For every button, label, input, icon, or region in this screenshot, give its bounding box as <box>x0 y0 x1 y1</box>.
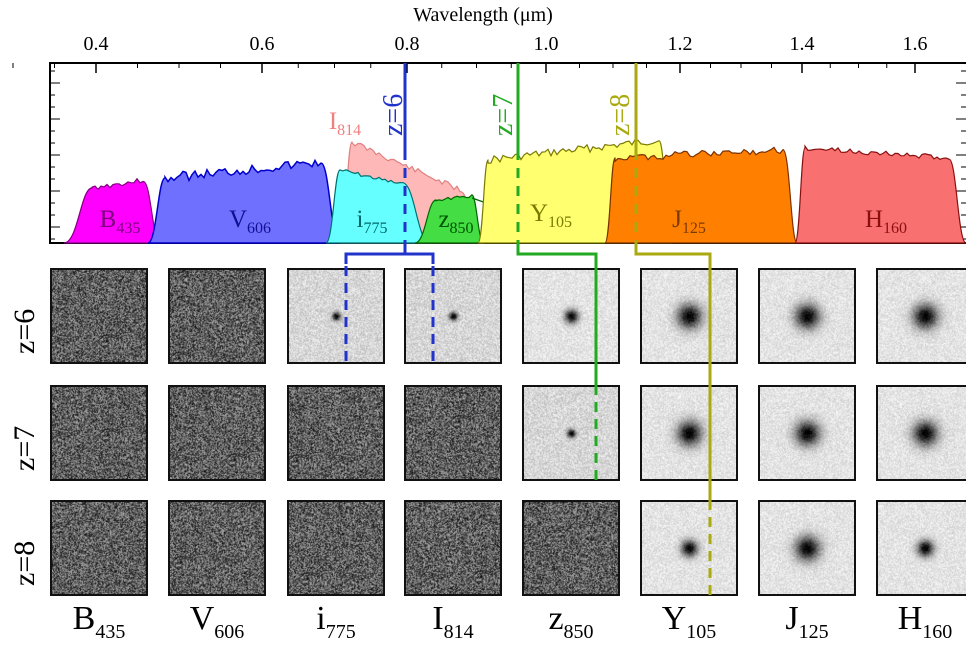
image-stamp <box>168 500 266 596</box>
band-label-V606: V606 <box>228 206 272 237</box>
image-stamp <box>758 500 856 596</box>
stamp-image <box>642 502 736 594</box>
stamp-image <box>878 387 966 479</box>
column-label-z850: z850 <box>548 600 594 643</box>
stamp-image <box>52 270 146 362</box>
tick-label: 0.6 <box>249 33 275 55</box>
stamp-image <box>406 387 500 479</box>
stamp-image <box>760 502 854 594</box>
band-label-Y105: Y105 <box>529 200 573 231</box>
row-label: z=6 <box>8 308 41 354</box>
row-label: z=7 <box>8 425 41 471</box>
band-label-B435: B435 <box>99 206 141 237</box>
tick-label: 1.6 <box>902 33 928 55</box>
image-stamp <box>50 268 148 364</box>
image-stamp <box>876 500 966 596</box>
column-label-Y105: Y105 <box>661 600 717 643</box>
stamp-image <box>289 387 383 479</box>
image-stamp <box>876 385 966 481</box>
stamp-image <box>642 387 736 479</box>
band-label-z850: z850 <box>438 206 474 237</box>
stamp-image <box>406 270 500 362</box>
stamp-image <box>760 387 854 479</box>
stamp-image <box>289 502 383 594</box>
column-label-J125: J125 <box>785 600 829 643</box>
stamp-image <box>52 387 146 479</box>
image-stamp <box>640 385 738 481</box>
tick-label: 1.0 <box>533 33 559 55</box>
axis-title: Wavelength (μm) <box>413 4 553 26</box>
bracket-z8 <box>634 243 712 266</box>
stamp-image <box>170 270 264 362</box>
image-stamp <box>50 385 148 481</box>
stamp-image <box>524 270 618 362</box>
image-stamp <box>168 268 266 364</box>
band-label-i775: i775 <box>356 206 388 237</box>
tick-label: 1.4 <box>789 33 815 55</box>
column-label-I814: I814 <box>432 600 474 643</box>
stamp-image <box>406 502 500 594</box>
image-stamp <box>287 500 385 596</box>
stamp-image <box>878 270 966 362</box>
image-stamp <box>287 268 385 364</box>
row-label: z=8 <box>8 540 41 586</box>
filter-curve-B435 <box>63 177 161 244</box>
image-stamp <box>522 268 620 364</box>
image-stamp <box>404 268 502 364</box>
image-stamp <box>404 500 502 596</box>
filter-curve-J125 <box>604 146 798 244</box>
tick-label: 0.4 <box>83 33 109 55</box>
image-stamp <box>522 385 620 481</box>
image-stamp <box>287 385 385 481</box>
redshift-label: z=6 <box>378 93 409 136</box>
stamp-image <box>524 502 618 594</box>
image-stamp <box>640 268 738 364</box>
band-label-I814: I814 <box>328 108 362 139</box>
image-stamp <box>168 385 266 481</box>
filter-curve-H160 <box>794 144 966 244</box>
image-stamp <box>640 500 738 596</box>
stamp-image <box>760 270 854 362</box>
column-label-i775: i775 <box>316 600 356 643</box>
stamp-image <box>170 387 264 479</box>
bracket-z7 <box>516 243 598 266</box>
column-label-B435: B435 <box>72 600 126 643</box>
stamp-image <box>170 502 264 594</box>
band-label-J125: J125 <box>672 206 706 237</box>
stamp-image <box>52 502 146 594</box>
redshift-label: z=8 <box>605 93 636 136</box>
stamp-image <box>642 270 736 362</box>
redshift-label: z=7 <box>488 93 519 136</box>
stamp-image <box>289 270 383 362</box>
filter-curve-z850 <box>414 194 485 244</box>
image-stamp <box>758 385 856 481</box>
image-stamp <box>758 268 856 364</box>
image-stamp <box>404 385 502 481</box>
band-label-H160: H160 <box>864 206 908 237</box>
column-label-H160: H160 <box>897 600 953 643</box>
bracket-z6 <box>344 243 435 264</box>
image-stamp <box>50 500 148 596</box>
tick-label: 0.8 <box>394 33 420 55</box>
image-stamp <box>876 268 966 364</box>
stamp-image <box>878 502 966 594</box>
image-stamp <box>522 500 620 596</box>
stamp-image <box>524 387 618 479</box>
tick-label: 1.2 <box>667 33 693 55</box>
filter-curve-V606 <box>147 158 341 244</box>
column-label-V606: V606 <box>189 600 245 643</box>
